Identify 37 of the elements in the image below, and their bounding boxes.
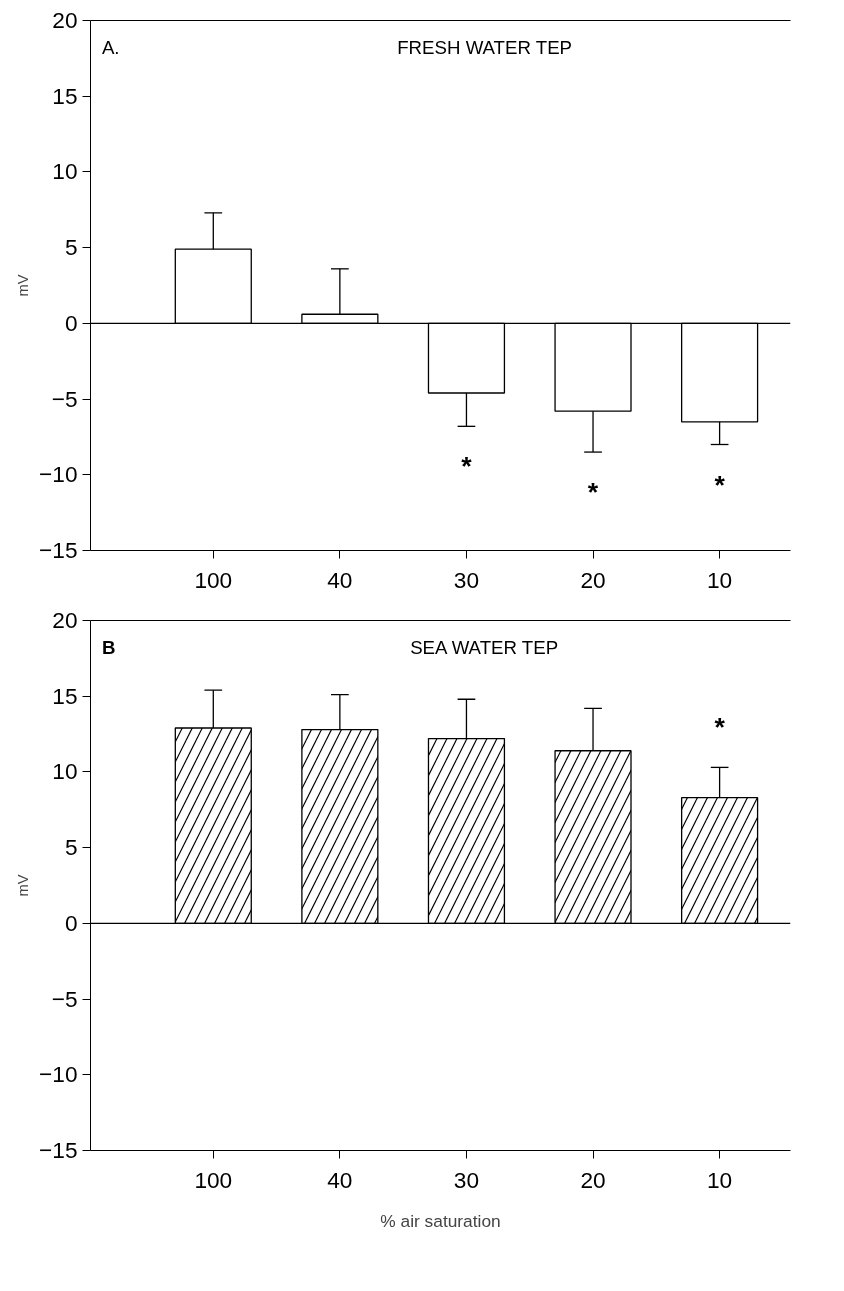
x-tick-label: 40 <box>327 566 353 593</box>
y-tick-label: −15 <box>39 1137 78 1163</box>
x-tick-label: 40 <box>327 1166 353 1193</box>
y-tick-label: 10 <box>52 158 78 185</box>
x-tick-label: 20 <box>580 566 606 593</box>
text: FRESH WATER TEP <box>397 36 573 58</box>
x-tick-label: 10 <box>707 566 733 593</box>
y-tick-label: 5 <box>64 234 78 261</box>
y-tick-label: 20 <box>52 7 78 33</box>
y-tick-label: −5 <box>51 985 78 1012</box>
x-tick-label: 30 <box>453 1166 480 1193</box>
x-tick-label: 100 <box>194 566 233 593</box>
y-tick-label: 0 <box>64 309 78 336</box>
y-tick-label: −10 <box>39 1061 78 1088</box>
x-tick-label: 30 <box>453 566 480 593</box>
y-tick-label: 15 <box>52 82 78 109</box>
x-tick-label: 20 <box>580 1166 606 1193</box>
y-tick-label: −5 <box>51 385 78 412</box>
annotation: * <box>714 712 726 743</box>
annotation: * <box>587 477 599 508</box>
annotation: A. <box>101 36 120 58</box>
text: SEA WATER TEP <box>410 636 559 658</box>
y-axis-title: mV <box>15 274 32 297</box>
annotation: * <box>714 469 726 500</box>
annotation: B <box>101 636 116 658</box>
y-tick-label: 15 <box>52 682 78 709</box>
y-tick-label: 10 <box>52 758 78 785</box>
annotation: * <box>461 451 473 482</box>
y-tick-label: 0 <box>64 909 78 936</box>
x-tick-label: 100 <box>194 1166 233 1193</box>
x-tick-label: 10 <box>707 1166 733 1193</box>
y-tick-label: 20 <box>52 607 78 633</box>
x-axis-title: % air saturation <box>380 1210 501 1231</box>
y-tick-label: 5 <box>64 834 78 861</box>
y-tick-label: −10 <box>39 461 78 488</box>
y-tick-label: −15 <box>39 537 78 563</box>
y-axis-title: mV <box>15 874 32 897</box>
